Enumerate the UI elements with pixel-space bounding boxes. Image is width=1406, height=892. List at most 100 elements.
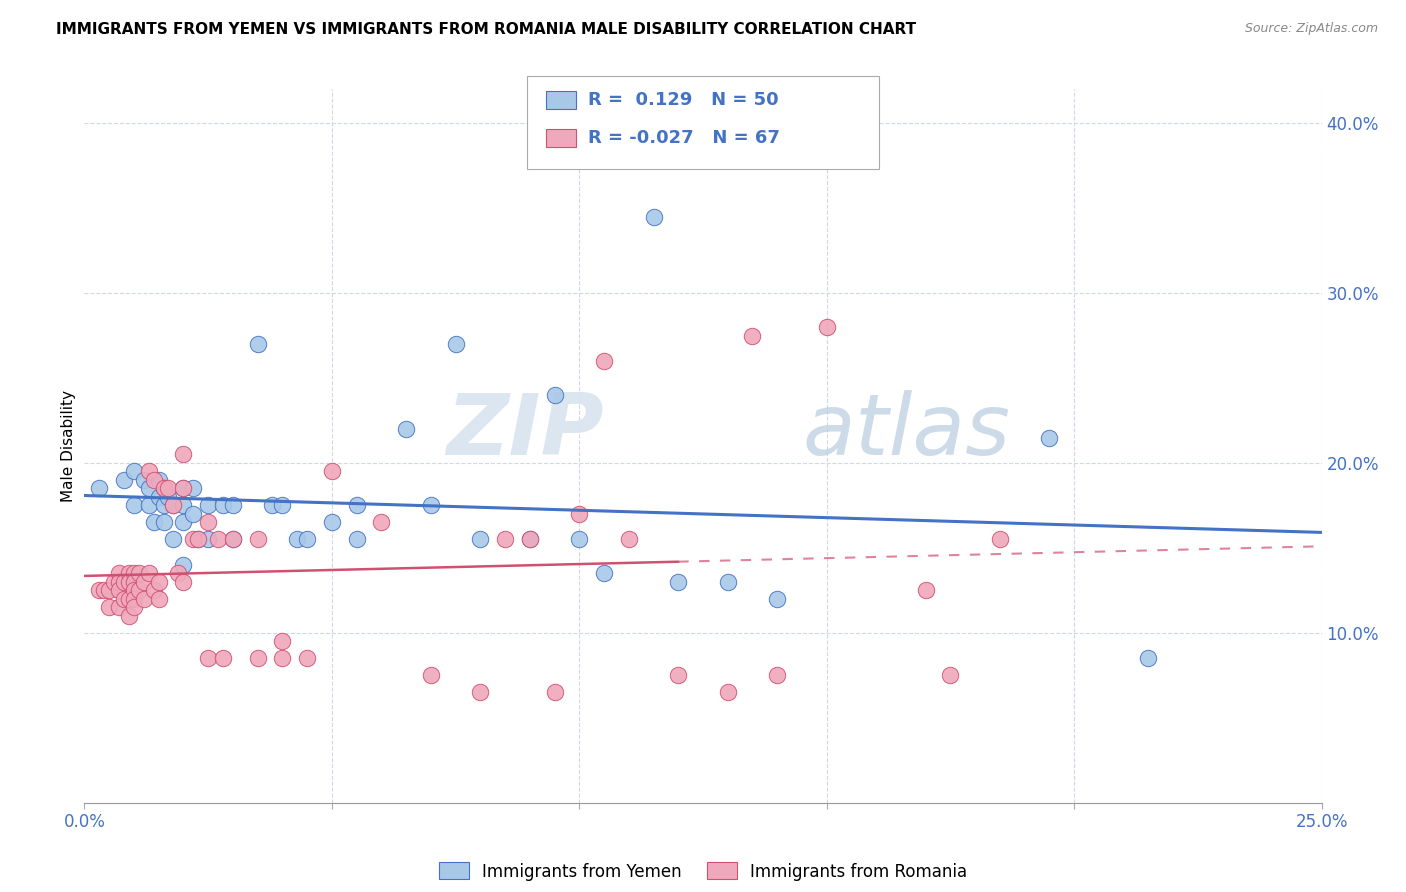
Point (988, 533, 1011, 547)
Point (181, 482, 204, 496)
Point (152, 482, 174, 496)
Point (593, 354, 616, 368)
Text: atlas: atlas (801, 390, 1010, 474)
Point (914, 583, 936, 598)
Point (370, 516, 392, 530)
Point (568, 507, 591, 521)
Point (717, 685, 740, 699)
Point (187, 533, 209, 547)
Point (118, 608, 141, 623)
Point (197, 499, 219, 513)
Point (148, 591, 170, 606)
Point (103, 574, 125, 589)
Point (162, 533, 184, 547)
Point (152, 482, 174, 496)
Point (346, 499, 368, 513)
Point (593, 566, 616, 581)
Point (197, 533, 219, 547)
Point (222, 499, 245, 513)
Point (271, 651, 294, 665)
Text: R = -0.027   N = 67: R = -0.027 N = 67 (588, 129, 779, 147)
Point (142, 583, 165, 598)
Point (148, 490, 170, 504)
Point (419, 668, 441, 682)
Point (766, 668, 789, 682)
Point (172, 482, 194, 496)
Point (138, 499, 160, 513)
Point (128, 583, 150, 598)
Point (212, 499, 235, 513)
Point (766, 591, 789, 606)
Point (118, 566, 141, 581)
Point (118, 574, 141, 589)
Point (172, 448, 194, 462)
Point (89, 482, 111, 496)
Point (172, 558, 194, 572)
Point (666, 574, 689, 589)
Point (395, 422, 418, 436)
Point (148, 574, 170, 589)
Point (118, 591, 141, 606)
Point (122, 600, 145, 615)
Point (98, 600, 121, 615)
Point (187, 533, 209, 547)
Point (181, 533, 204, 547)
Point (519, 533, 541, 547)
Point (222, 533, 245, 547)
Point (162, 499, 184, 513)
Text: ZIP: ZIP (446, 390, 605, 474)
Point (519, 533, 541, 547)
Y-axis label: Male Disability: Male Disability (60, 390, 76, 502)
Point (132, 473, 155, 487)
Point (112, 591, 135, 606)
Point (122, 591, 145, 606)
Point (207, 533, 229, 547)
Point (108, 566, 131, 581)
Point (543, 685, 565, 699)
Point (197, 516, 219, 530)
Point (246, 337, 269, 351)
Point (128, 566, 150, 581)
Point (543, 388, 565, 402)
Point (172, 499, 194, 513)
Point (181, 507, 204, 521)
Point (568, 533, 591, 547)
Point (1038, 430, 1060, 444)
Point (346, 533, 368, 547)
Point (444, 337, 467, 351)
Point (222, 533, 245, 547)
Point (212, 651, 235, 665)
Point (295, 651, 318, 665)
Point (142, 473, 165, 487)
Point (271, 499, 294, 513)
Point (98, 583, 121, 598)
Point (494, 533, 516, 547)
Point (108, 574, 131, 589)
Point (246, 533, 269, 547)
Point (666, 668, 689, 682)
Point (122, 465, 145, 479)
Point (122, 583, 145, 598)
Point (148, 473, 170, 487)
Point (157, 490, 180, 504)
Point (162, 499, 184, 513)
Point (470, 533, 492, 547)
Point (89, 583, 111, 598)
Point (152, 499, 174, 513)
Point (815, 320, 838, 334)
Point (93, 583, 115, 598)
Point (108, 583, 131, 598)
Point (741, 328, 763, 343)
Point (108, 600, 131, 615)
Point (197, 651, 219, 665)
Point (167, 566, 190, 581)
Point (419, 499, 441, 513)
Point (1137, 651, 1160, 665)
Point (122, 566, 145, 581)
Point (142, 516, 165, 530)
Text: R =  0.129   N = 50: R = 0.129 N = 50 (588, 91, 779, 109)
Point (122, 574, 145, 589)
Point (172, 574, 194, 589)
Point (172, 482, 194, 496)
Point (112, 574, 135, 589)
